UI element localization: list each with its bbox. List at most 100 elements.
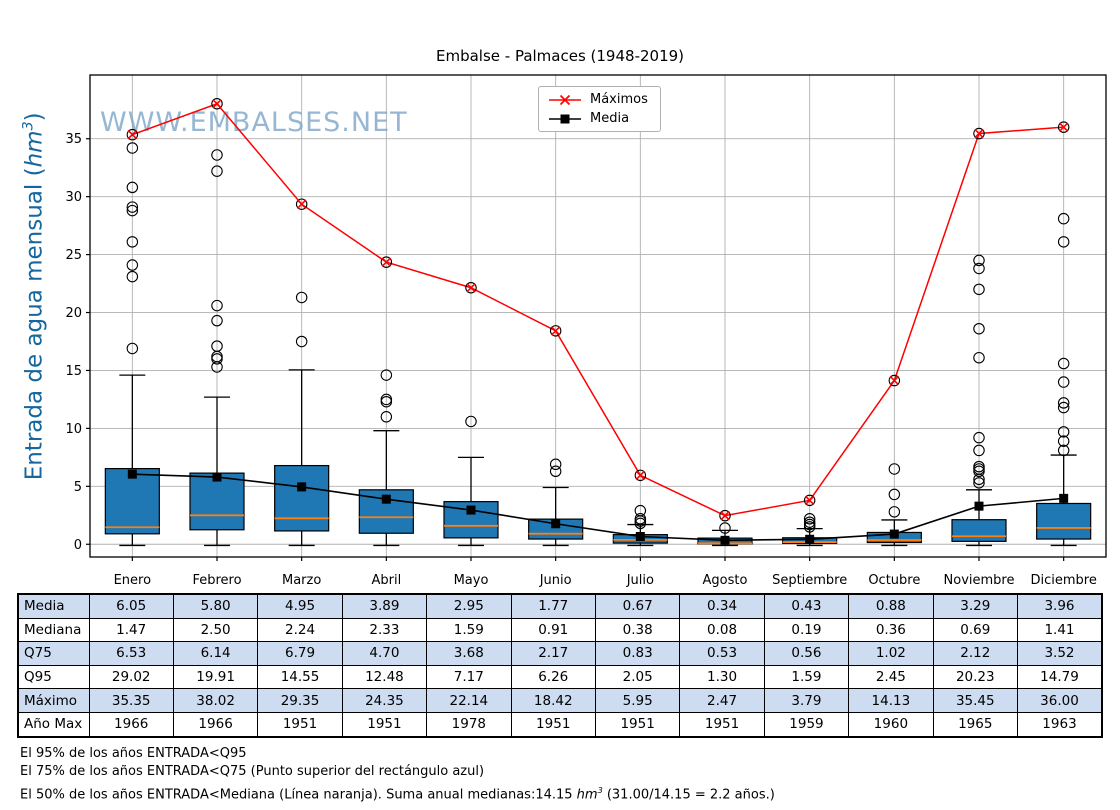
outlier-point	[211, 299, 223, 312]
y-axis-unit: hm	[21, 130, 48, 168]
row-label: Q95	[17, 664, 90, 690]
x-tick-label: Febrero	[192, 573, 241, 588]
legend-item-media: Media	[547, 111, 648, 126]
table-cell: 1.41	[1016, 617, 1103, 643]
outlier-point	[126, 204, 139, 217]
x-tick-label: Marzo	[282, 573, 321, 588]
outlier-point	[973, 465, 985, 478]
outlier-point	[126, 342, 139, 355]
table-cell: 2.50	[172, 617, 259, 643]
table-cell: 3.29	[932, 593, 1018, 619]
table-cell: 6.26	[510, 664, 596, 690]
table-cell: 6.14	[172, 641, 259, 666]
outlier-point	[295, 291, 308, 304]
legend-item-maximos: Máximos	[547, 92, 648, 107]
box-noviembre	[951, 254, 1007, 547]
max-line	[126, 97, 1070, 522]
watermark: WWW.EMBALSES.NET	[100, 107, 408, 138]
table-cell: 1966	[88, 711, 174, 738]
row-label: Mediana	[17, 617, 90, 643]
mean-line	[127, 469, 1069, 545]
boxplots	[104, 142, 1092, 547]
table-row-q95: Q95 29.02 19.91 14.55 12.48 7.17 6.26 2.05 1.30 1…	[17, 664, 1103, 690]
footnote-mediana-tail: (31.00/14.15 = 2.2 años.)	[602, 787, 775, 803]
table-cell: 18.42	[510, 688, 596, 713]
table-cell: 3.89	[341, 593, 428, 619]
row-label: Año Max	[17, 711, 90, 738]
outlier-point	[126, 142, 139, 154]
table-cell: 0.36	[848, 617, 934, 643]
table-cell: 20.23	[932, 664, 1018, 690]
table-cell: 2.33	[341, 617, 428, 643]
table-cell: 0.34	[679, 593, 765, 619]
outlier-point	[973, 262, 985, 275]
table-cell: 12.48	[341, 664, 428, 690]
table-cell: 7.17	[426, 664, 512, 690]
outlier-point	[549, 458, 562, 471]
legend-label: Máximos	[590, 92, 648, 107]
y-tick-label: 10	[65, 422, 82, 437]
table-row-mediana: Mediana 1.47 2.50 2.24 2.33 1.59 0.91 0.38 0.08 0…	[17, 617, 1103, 643]
x-tick-label: Diciembre	[1030, 573, 1096, 588]
outlier-point	[973, 283, 985, 296]
x-tick-label: Junio	[539, 573, 572, 588]
table-cell: 2.45	[848, 664, 934, 690]
outlier-point	[211, 165, 223, 177]
box-marzo	[274, 291, 330, 547]
table-cell: 1963	[1016, 711, 1103, 738]
table-cell: 38.02	[172, 688, 259, 713]
table-cell: 19.91	[172, 664, 259, 690]
table-cell: 0.19	[763, 617, 850, 643]
table-cell: 36.00	[1016, 688, 1103, 713]
table-cell: 2.47	[679, 688, 765, 713]
y-tick-label: 15	[65, 364, 82, 379]
y-tick-label: 25	[65, 248, 82, 263]
outlier-point	[719, 522, 731, 534]
table-cell: 0.08	[679, 617, 765, 643]
box-abril	[358, 369, 414, 547]
outlier-point	[1057, 376, 1070, 388]
x-tick-label: Enero	[114, 573, 152, 588]
x-tick-label: Abril	[371, 573, 401, 588]
table-cell: 0.43	[763, 593, 850, 619]
table-cell: 1.02	[848, 641, 934, 666]
boxplot-chart: WWW.EMBALSES.NET 0 5 10 15 20 25 30 35 Enero Febre…	[65, 74, 1107, 588]
table-cell: 1960	[848, 711, 934, 738]
outlier-point	[126, 201, 139, 213]
table-cell: 0.69	[932, 617, 1018, 643]
plot-border	[89, 74, 1107, 558]
table-cell: 1951	[594, 711, 681, 738]
table-cell: 3.52	[1016, 641, 1103, 666]
outlier-point	[973, 254, 985, 267]
table-cell: 29.02	[88, 664, 174, 690]
table-cell: 35.45	[932, 688, 1018, 713]
x-tick-label: Noviembre	[944, 573, 1015, 588]
outlier-point	[1057, 435, 1070, 447]
legend-label: Media	[590, 111, 630, 126]
outlier-point	[973, 431, 985, 444]
y-axis-label-close: )	[21, 112, 48, 122]
table-cell: 4.70	[341, 641, 428, 666]
outlier-point	[973, 473, 985, 486]
table-cell: 6.05	[88, 593, 174, 619]
table-cell: 14.55	[257, 664, 343, 690]
outlier-point	[973, 444, 985, 457]
outlier-point	[973, 477, 985, 489]
table-cell: 2.24	[257, 617, 343, 643]
outlier-point	[465, 415, 477, 428]
y-tick-label: 20	[65, 306, 82, 321]
table-cell: 0.53	[679, 641, 765, 666]
outlier-point	[1057, 236, 1070, 248]
outlier-point	[1057, 212, 1070, 225]
y-axis-unit-exponent: 3	[20, 121, 37, 131]
footnote-unit: hm	[576, 787, 598, 803]
footnote-q95: El 95% de los años ENTRADA<Q95	[20, 746, 247, 761]
outlier-point	[380, 395, 393, 408]
footnote-q75: El 75% de los años ENTRADA<Q75 (Punto su…	[20, 763, 485, 779]
outlier-point	[973, 351, 985, 364]
outlier-point	[211, 314, 223, 327]
table-cell: 1.77	[510, 593, 596, 619]
footnotes: El 95% de los años ENTRADA<Q95 El 75% de…	[20, 745, 775, 804]
table-cell: 0.88	[848, 593, 934, 619]
row-label: Máximo	[17, 688, 90, 713]
